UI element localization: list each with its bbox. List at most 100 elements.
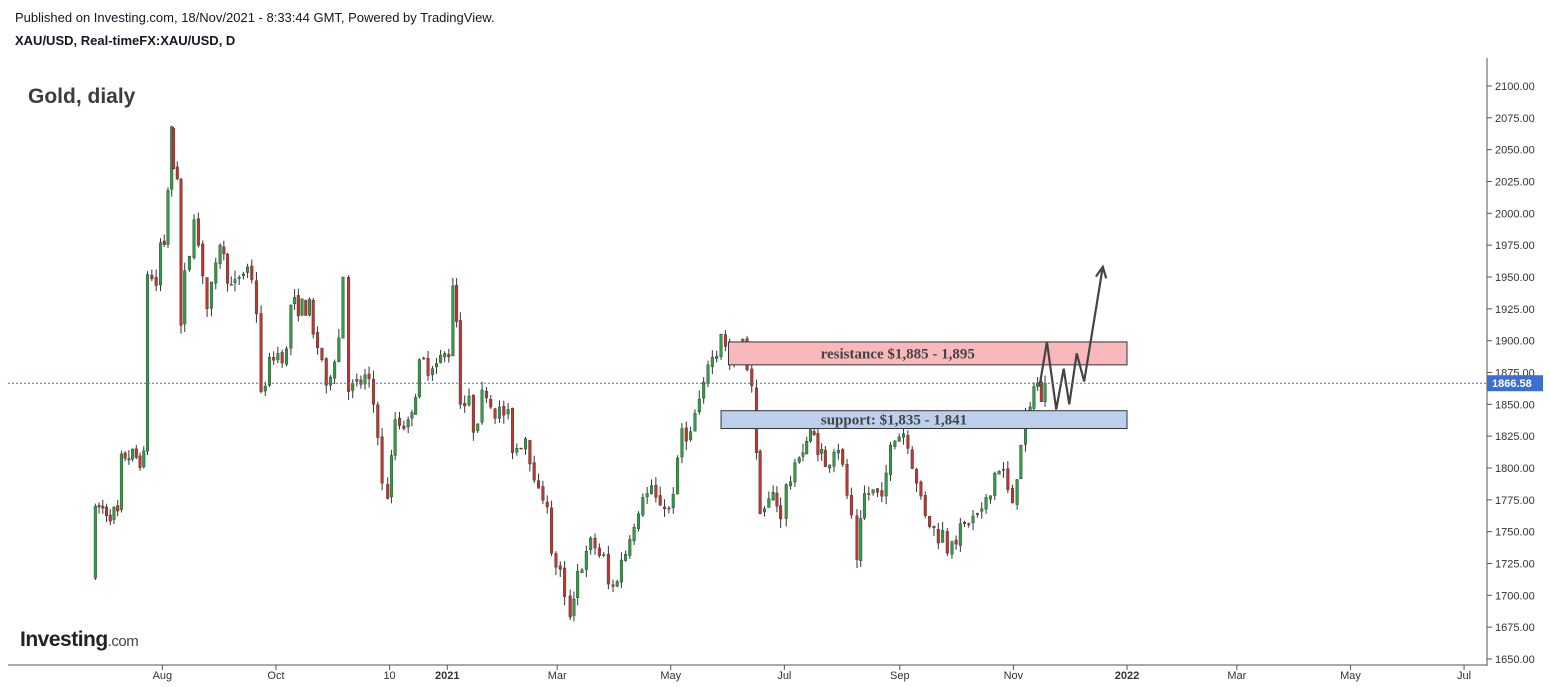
candle-down [779, 505, 783, 520]
candle-down [259, 313, 263, 392]
candle-down [272, 357, 276, 361]
candle-up [584, 551, 588, 570]
candle-up [971, 515, 975, 524]
candle-down [568, 595, 572, 618]
candle-down [880, 490, 884, 497]
x-tick-label: Aug [153, 670, 173, 682]
candle-down [97, 505, 101, 508]
projection-arrowhead [1095, 264, 1108, 279]
candle-down [426, 357, 430, 376]
candle-up [337, 337, 341, 362]
candle-down [906, 435, 910, 449]
candle-down [101, 505, 105, 509]
candle-up [192, 219, 196, 258]
y-tick-label: 1825.00 [1495, 431, 1535, 443]
candle-up [697, 398, 701, 413]
candle-up [975, 512, 979, 515]
x-tick-label: Mar [548, 670, 567, 682]
last-price-tag [1487, 375, 1543, 392]
chart-title: Gold, dialy [28, 85, 136, 108]
candle-down [867, 493, 871, 495]
candle-up [233, 279, 237, 284]
candle-up [1032, 386, 1036, 409]
candle-down [606, 553, 610, 585]
candle-up [406, 419, 410, 428]
candle-down [855, 515, 859, 560]
candle-down [324, 358, 328, 386]
resistance-label: resistance $1,885 - 1,895 [821, 346, 975, 362]
candle-up [187, 255, 191, 270]
candle-down [593, 537, 597, 549]
candle-down [528, 439, 532, 465]
x-tick-label: Jul [1457, 670, 1471, 682]
candle-up [689, 431, 693, 441]
candle-down [250, 265, 254, 280]
candle-down [402, 425, 406, 429]
candle-up [702, 382, 706, 399]
y-tick-label: 1725.00 [1495, 559, 1535, 571]
candle-up [389, 455, 393, 498]
y-tick-label: 1975.00 [1495, 240, 1535, 252]
candle-down [823, 449, 827, 467]
candle-up [862, 493, 866, 519]
support-label: support: $1,835 - 1,841 [821, 413, 967, 429]
candle-up [784, 484, 788, 519]
zones: resistance $1,885 - 1,895 support: $1,835… [720, 341, 1128, 430]
candle-up [119, 453, 123, 510]
candle-up [1001, 469, 1005, 471]
candle-down [723, 334, 727, 347]
candle-up [615, 581, 619, 587]
candle-down [254, 280, 258, 315]
candle-down [816, 433, 820, 456]
candle-up [676, 457, 680, 495]
candle-down [954, 539, 958, 545]
x-tick-label: May [1340, 670, 1361, 682]
candle-down [105, 506, 109, 517]
candle-down [663, 506, 667, 510]
candle-down [376, 404, 380, 438]
candle-up [467, 395, 471, 406]
candle-up [902, 433, 906, 438]
candle-down [304, 300, 308, 316]
candle-down [138, 455, 142, 468]
candle-up [430, 368, 434, 375]
y-tick-label: 2100.00 [1495, 81, 1535, 93]
candle-down [280, 352, 284, 364]
candle-down [967, 523, 971, 526]
y-tick-label: 2050.00 [1495, 145, 1535, 157]
candle-up [229, 284, 233, 286]
y-tick-label: 2075.00 [1495, 113, 1535, 125]
candle-up [145, 274, 149, 452]
x-tick-label: May [660, 670, 681, 682]
candle-up [832, 451, 836, 467]
candle-down [311, 300, 315, 335]
candle-up [645, 493, 649, 498]
x-tick-label: 2021 [435, 670, 459, 682]
candle-down [654, 484, 658, 498]
candle-up [300, 298, 304, 316]
candle-up [293, 296, 297, 304]
x-tick-label: 10 [383, 670, 395, 682]
candle-up [580, 569, 584, 574]
candle-down [611, 584, 615, 587]
candle-down [154, 277, 158, 286]
candle-up [619, 559, 623, 583]
candle-down [347, 277, 351, 392]
candle-up [451, 285, 455, 357]
candle-up [328, 376, 332, 386]
candle-down [519, 448, 523, 450]
candle-down [758, 450, 762, 515]
candles [93, 125, 1047, 622]
y-tick-label: 2000.00 [1495, 208, 1535, 220]
candle-down [455, 284, 459, 322]
candle-up [988, 495, 992, 500]
candle-down [422, 357, 426, 360]
candle-down [493, 408, 497, 419]
candle-up [1019, 444, 1023, 479]
candle-up [363, 374, 367, 385]
candle-up [285, 348, 289, 365]
candle-down [175, 166, 179, 180]
candle-up [980, 508, 984, 512]
candle-down [463, 402, 467, 407]
